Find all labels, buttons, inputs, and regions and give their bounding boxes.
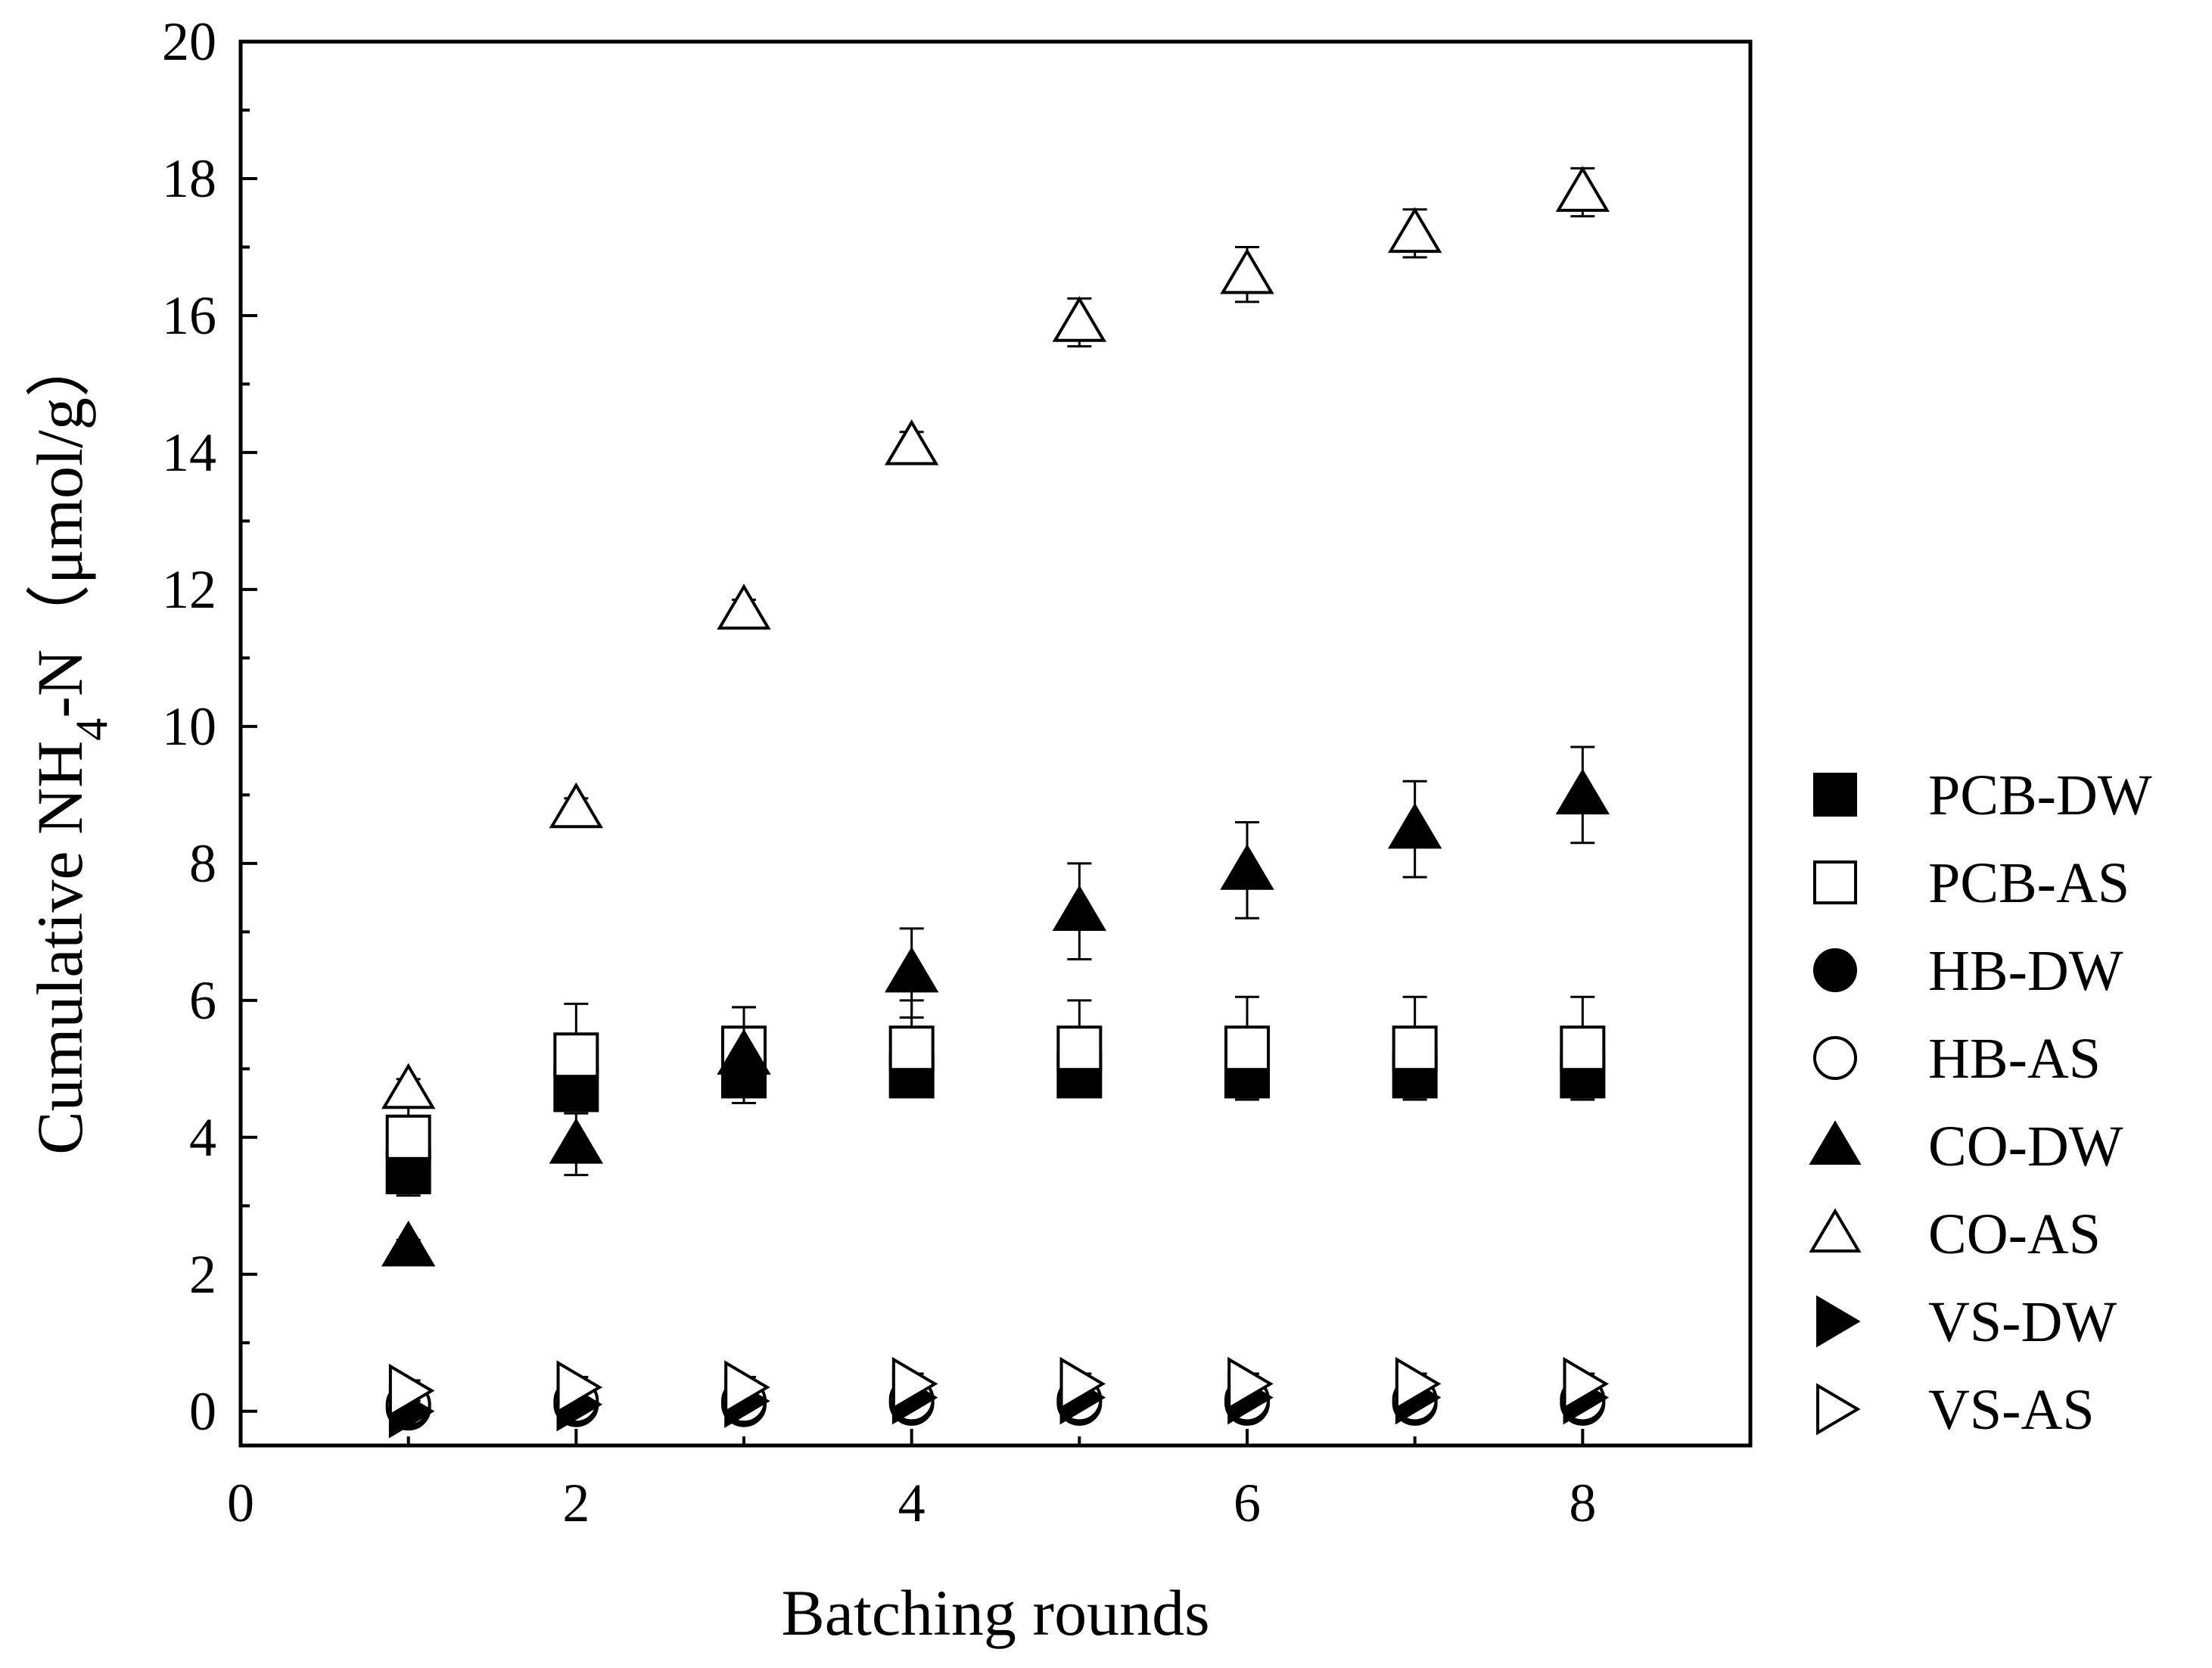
y-tick-label: 18 xyxy=(162,148,216,209)
x-tick-label: 0 xyxy=(227,1473,254,1533)
data-point-CO-DW xyxy=(717,1028,771,1075)
data-point-CO-AS xyxy=(884,419,939,465)
data-point-CO-DW xyxy=(1052,885,1107,931)
data-point-CO-AS xyxy=(1555,166,1610,212)
legend-item: HB-AS xyxy=(1813,1027,2101,1091)
series-CO-AS xyxy=(381,166,1610,1109)
data-point-VS-AS xyxy=(1227,1356,1274,1411)
series-VS-AS xyxy=(388,1356,1610,1418)
data-point-VS-AS xyxy=(1563,1356,1610,1411)
y-tick-label: 0 xyxy=(189,1381,216,1442)
data-point-PCB-AS xyxy=(1392,1025,1438,1072)
data-point-PCB-AS xyxy=(553,1032,599,1078)
data-point-VS-AS xyxy=(724,1360,770,1414)
data-point-CO-DW xyxy=(1555,768,1610,815)
legend-marker xyxy=(1813,948,1857,992)
legend-label: PCB-AS xyxy=(1928,851,2130,915)
data-point-PCB-AS xyxy=(1056,1025,1103,1072)
legend-item: PCB-AS xyxy=(1813,851,2130,915)
legend-item: HB-DW xyxy=(1813,939,2123,1003)
y-axis-title-subscript: 4 xyxy=(67,718,117,741)
legend-label: CO-DW xyxy=(1928,1115,2123,1178)
y-tick-label: 20 xyxy=(162,11,216,72)
y-axis-title: Cumulative NH4-N（μmol/g） xyxy=(23,332,117,1155)
legend-marker xyxy=(1809,1120,1862,1165)
legend-marker xyxy=(1813,860,1857,904)
data-point-CO-AS xyxy=(381,1063,436,1109)
x-tick-label: 6 xyxy=(1234,1473,1261,1533)
plot-frame xyxy=(238,39,1753,1448)
legend-label: PCB-DW xyxy=(1928,764,2152,827)
data-point-CO-DW xyxy=(1220,844,1274,890)
legend-label: HB-DW xyxy=(1928,939,2123,1003)
data-point-CO-DW xyxy=(1387,802,1442,849)
y-tick-label: 14 xyxy=(162,422,216,483)
y-tick-label: 16 xyxy=(162,285,216,346)
legend: PCB-DW PCB-AS HB-DW HB-AS CO-DW CO-AS VS-DW VS-… xyxy=(1809,764,2152,1442)
data-point-CO-DW xyxy=(549,1118,604,1164)
legend-marker xyxy=(1809,1208,1862,1253)
data-point-CO-AS xyxy=(1220,247,1274,294)
series-CO-DW xyxy=(381,745,1610,1267)
legend-label: VS-AS xyxy=(1928,1378,2095,1442)
data-point-VS-AS xyxy=(1059,1356,1106,1411)
x-tick-label: 2 xyxy=(562,1473,590,1533)
y-tick-label: 8 xyxy=(189,833,216,894)
data-point-PCB-AS xyxy=(1560,1025,1606,1072)
x-axis-title: Batching rounds xyxy=(781,1576,1209,1649)
y-tick-label: 2 xyxy=(189,1244,216,1305)
x-tick-label: 8 xyxy=(1569,1473,1596,1533)
legend-marker xyxy=(1813,1036,1857,1080)
data-point-VS-AS xyxy=(556,1360,603,1414)
data-point-VS-AS xyxy=(1395,1356,1442,1411)
legend-marker xyxy=(1816,1383,1861,1436)
plot-layer xyxy=(381,166,1610,1439)
data-point-PCB-AS xyxy=(385,1114,431,1160)
data-point-CO-DW xyxy=(381,1220,436,1267)
data-point-VS-AS xyxy=(388,1363,435,1418)
y-tick-label: 12 xyxy=(162,559,216,620)
data-point-CO-AS xyxy=(549,782,604,829)
y-tick-label: 10 xyxy=(162,696,216,757)
data-point-PCB-AS xyxy=(1224,1025,1270,1072)
data-point-VS-AS xyxy=(891,1356,938,1411)
legend-item: CO-DW xyxy=(1809,1115,2123,1178)
data-point-CO-AS xyxy=(1052,296,1107,342)
legend-marker xyxy=(1816,1295,1861,1348)
legend-label: HB-AS xyxy=(1928,1027,2101,1091)
data-point-CO-DW xyxy=(884,946,939,993)
legend-label: VS-DW xyxy=(1928,1290,2117,1354)
data-point-CO-AS xyxy=(717,583,771,630)
x-tick-label: 4 xyxy=(898,1473,926,1533)
data-point-PCB-AS xyxy=(888,1025,935,1072)
axes-layer: 0 2 4 6 8 10 12 14 16 18 20 0 2 4 6 8 xyxy=(162,11,1596,1533)
y-tick-label: 6 xyxy=(189,970,216,1031)
legend-item: PCB-DW xyxy=(1813,764,2152,827)
y-axis-title-prefix: Cumulative NH xyxy=(23,741,96,1155)
y-axis-title-suffix: -N（μmol/g） xyxy=(23,332,96,718)
y-tick-label: 4 xyxy=(189,1107,216,1168)
data-point-CO-AS xyxy=(1387,207,1442,254)
legend-item: CO-AS xyxy=(1809,1203,2101,1266)
legend-marker xyxy=(1813,773,1857,817)
legend-item: VS-DW xyxy=(1816,1290,2117,1354)
legend-label: CO-AS xyxy=(1928,1203,2101,1266)
legend-item: VS-AS xyxy=(1816,1378,2095,1442)
